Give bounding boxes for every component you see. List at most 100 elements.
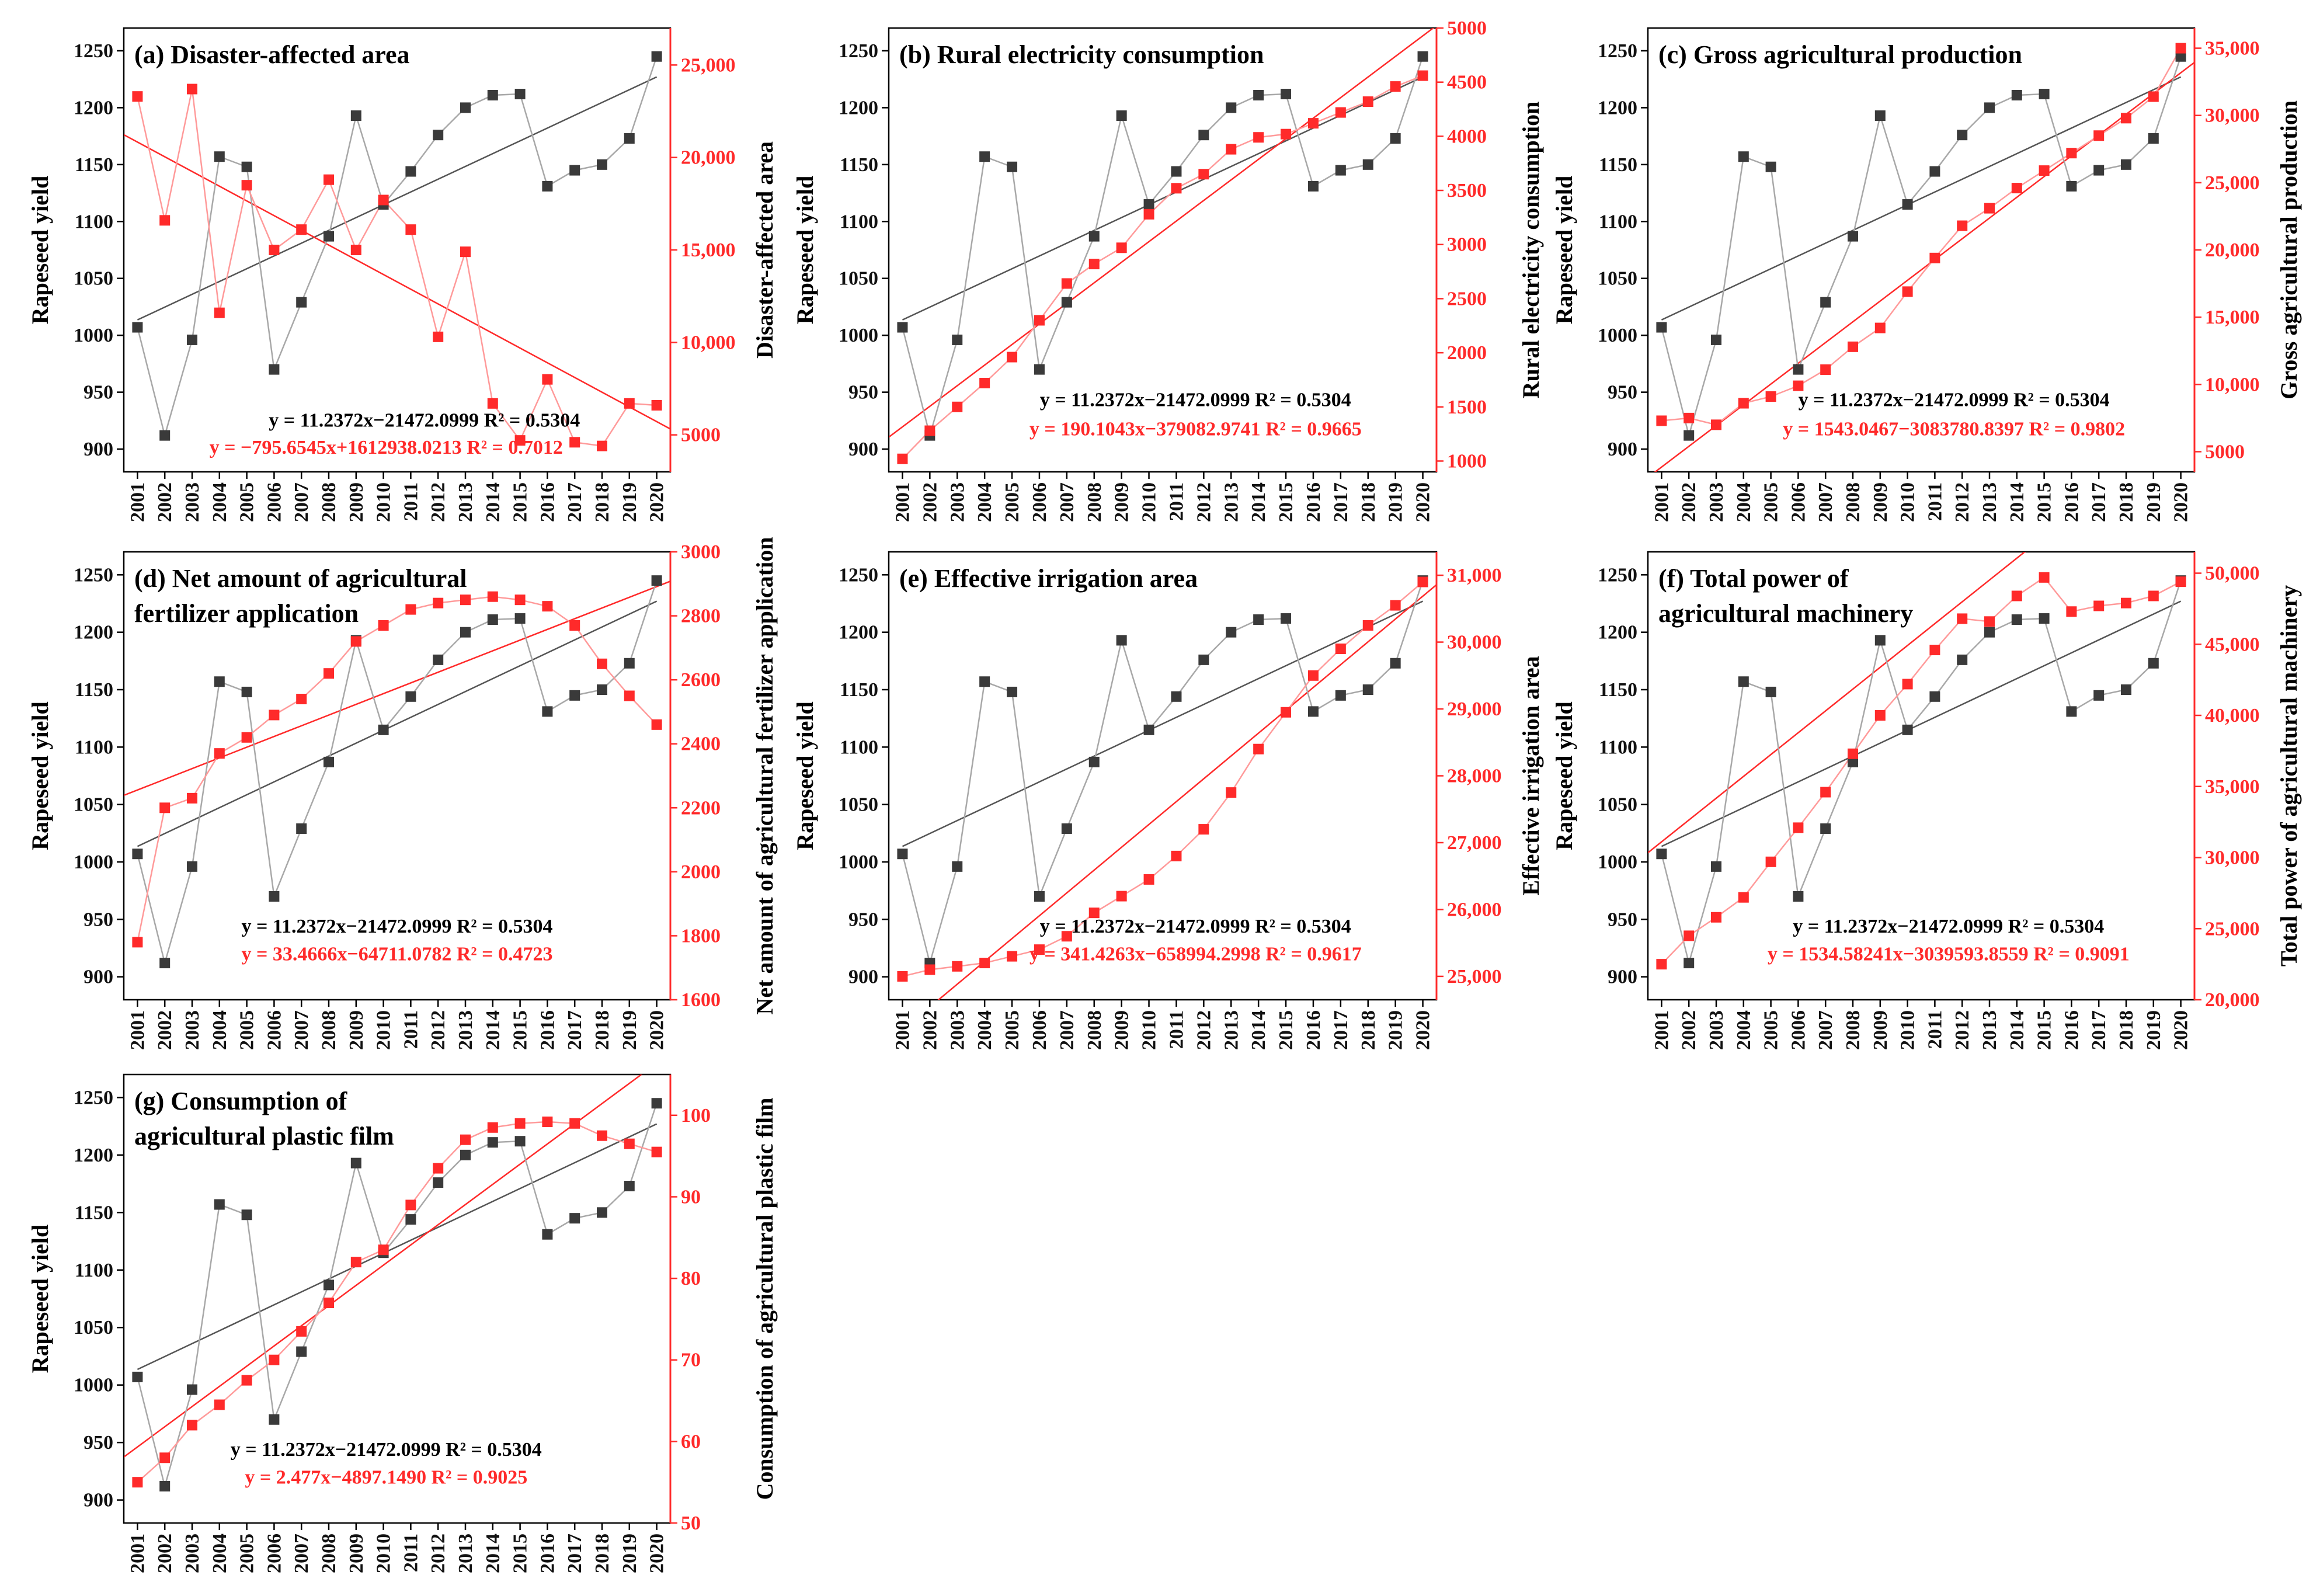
yield-point	[269, 891, 280, 902]
yield-equation: y = 11.2372x−21472.0999 R² = 0.5304	[231, 1439, 542, 1461]
yield-point	[1902, 199, 1913, 210]
y-tick-label: 950	[1608, 382, 1637, 404]
factor-point	[350, 1257, 361, 1268]
factor-point	[1226, 144, 1237, 155]
factor-point	[214, 1399, 225, 1410]
panel-title-line2: fertilizer application	[134, 599, 359, 628]
y-tick-label: 900	[1608, 966, 1637, 988]
yield-regression-line	[137, 76, 658, 321]
factor-point	[1116, 242, 1127, 253]
factor-equation: y = 1534.58241x−3039593.8559 R² = 0.9091	[1768, 944, 2130, 965]
y-tick-label: 1150	[840, 154, 878, 176]
x-tick-label: 2006	[1029, 482, 1051, 522]
y2-tick-label: 20,000	[2205, 989, 2260, 1011]
y2-tick-label: 50	[681, 1512, 701, 1534]
yield-point	[350, 1157, 361, 1169]
x-tick-label: 2016	[2061, 482, 2082, 522]
x-tick-label: 2019	[2143, 482, 2165, 522]
yield-regression-line	[902, 600, 1424, 847]
factor-point	[2175, 576, 2186, 587]
y-tick-label: 950	[84, 382, 113, 404]
factor-equation: y = 2.477x−4897.1490 R² = 0.9025	[245, 1466, 527, 1488]
x-tick-label: 2001	[127, 482, 148, 522]
factor-point	[1281, 707, 1292, 718]
y2-axis-title: Effective irrigation area	[1518, 656, 1544, 895]
yield-point	[132, 849, 143, 860]
yield-point	[1226, 627, 1237, 638]
y2-axis-title: Net amount of agricultural fertilizer ap…	[752, 537, 778, 1014]
y-tick-label: 950	[1608, 909, 1637, 930]
y-axis-title: Rapeseed yield	[27, 176, 53, 324]
factor-point	[1957, 220, 1968, 231]
factor-point	[569, 1118, 580, 1129]
y-tick-label: 950	[84, 1432, 113, 1454]
x-tick-label: 2009	[346, 1534, 367, 1573]
factor-point	[405, 1199, 416, 1211]
factor-point	[1957, 613, 1968, 624]
yield-point	[1335, 165, 1346, 176]
yield-point	[2148, 133, 2159, 144]
x-tick-label: 2005	[1761, 1010, 1782, 1050]
yield-point	[296, 1346, 307, 1357]
yield-point	[2066, 180, 2077, 192]
y2-tick-label: 4500	[1447, 72, 1487, 93]
factor-point	[1307, 118, 1319, 129]
factor-point	[1116, 891, 1127, 902]
x-tick-label: 2017	[1330, 482, 1352, 522]
x-tick-label: 2013	[455, 482, 476, 522]
yield-point	[2121, 159, 2131, 170]
factor-point	[624, 690, 635, 701]
y-tick-label: 1250	[1598, 40, 1637, 62]
factor-point	[132, 1477, 143, 1488]
y-tick-label: 1100	[1599, 736, 1637, 758]
y-tick-label: 1000	[839, 851, 878, 873]
x-tick-label: 2010	[373, 1534, 395, 1573]
regression-lines	[1654, 61, 2194, 472]
yield-point	[651, 51, 662, 62]
yield-regression-line	[1661, 600, 2182, 847]
y-axis-title: Rapeseed yield	[792, 176, 818, 324]
yield-point	[897, 322, 908, 333]
factor-point	[1362, 620, 1373, 631]
y-tick-label: 900	[1608, 439, 1637, 460]
yield-point	[2093, 165, 2105, 176]
y-tick-label: 1150	[1599, 679, 1637, 701]
factor-point	[1253, 132, 1264, 143]
factor-point	[241, 732, 252, 743]
factor-point	[651, 400, 662, 411]
factor-point	[542, 1116, 553, 1127]
factor-point	[187, 792, 197, 804]
y2-tick-label: 1500	[1447, 397, 1487, 418]
y-axis-title: Rapeseed yield	[792, 701, 818, 850]
x-tick-label: 2005	[236, 482, 258, 522]
factor-point	[514, 594, 526, 606]
factor-point	[569, 620, 580, 631]
yield-point	[897, 849, 908, 860]
yield-point	[405, 166, 416, 177]
x-tick-label: 2002	[154, 482, 176, 522]
yield-point	[296, 297, 307, 308]
yield-equation: y = 11.2372x−21472.0999 R² = 0.5304	[1799, 390, 2110, 411]
y-tick-label: 1200	[74, 97, 113, 119]
yield-point	[1088, 231, 1100, 242]
yield-point	[624, 1181, 635, 1192]
regression-lines	[902, 584, 1437, 1000]
factor-point	[1281, 128, 1292, 140]
y-axis-title: Rapeseed yield	[1551, 176, 1577, 324]
yield-point	[1226, 102, 1237, 113]
factor-point	[2093, 600, 2105, 611]
x-tick-label: 2016	[1303, 482, 1324, 522]
y-tick-label: 900	[84, 439, 113, 460]
yield-point	[1957, 130, 1968, 141]
yield-point	[132, 322, 143, 333]
y2-tick-label: 40,000	[2205, 705, 2260, 726]
x-tick-label: 2002	[919, 1010, 941, 1050]
x-tick-label: 2007	[291, 1534, 312, 1573]
yield-point	[979, 676, 990, 687]
yield-point	[187, 861, 197, 872]
yield-point	[514, 1136, 526, 1147]
x-tick-label: 2012	[427, 482, 449, 522]
panel-title: (g) Consumption of	[134, 1087, 348, 1115]
yield-point	[1007, 161, 1018, 172]
x-tick-label: 2006	[1787, 482, 1809, 522]
